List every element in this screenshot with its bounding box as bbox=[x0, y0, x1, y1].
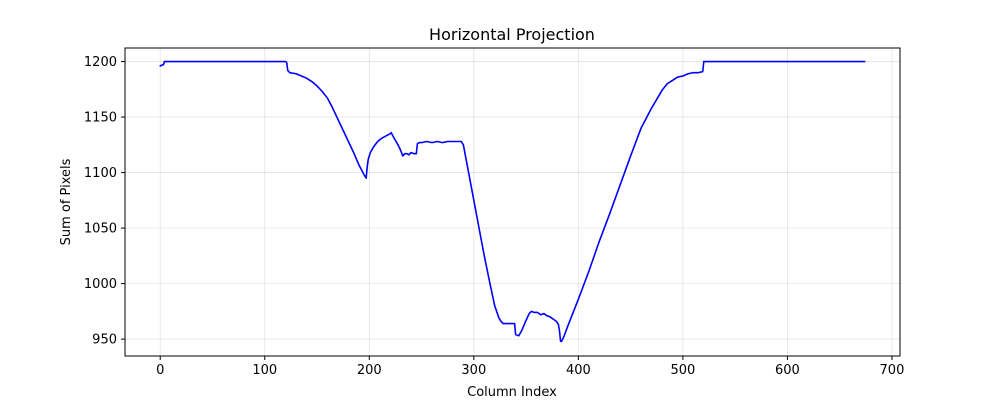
y-axis-label: Sum of Pixels bbox=[59, 158, 74, 245]
series-line-0 bbox=[159, 60, 866, 343]
x-tick-label: 300 bbox=[461, 363, 486, 378]
x-axis-label: Column Index bbox=[467, 385, 557, 400]
x-tick-label: 400 bbox=[566, 363, 591, 378]
x-tick-label: 500 bbox=[670, 363, 695, 378]
x-tick-label: 200 bbox=[357, 363, 382, 378]
x-tick-label: 700 bbox=[880, 363, 905, 378]
grid-layer bbox=[125, 48, 900, 356]
y-tick-label: 950 bbox=[92, 333, 117, 348]
x-tick-label: 600 bbox=[775, 363, 800, 378]
y-tick-label: 1200 bbox=[84, 55, 117, 70]
y-tick-label: 1000 bbox=[84, 277, 117, 292]
tick-layer: 0 100 200 300 400 500 600 700 950 1000 1050 1100 115… bbox=[84, 55, 904, 378]
plot-frame bbox=[124, 47, 901, 357]
chart-title: Horizontal Projection bbox=[429, 25, 595, 44]
y-tick-label: 1050 bbox=[84, 222, 117, 237]
x-tick-label: 100 bbox=[252, 363, 277, 378]
x-tick-label: 0 bbox=[156, 363, 164, 378]
y-tick-label: 1150 bbox=[84, 111, 117, 126]
series-layer bbox=[159, 60, 866, 343]
y-tick-label: 1100 bbox=[84, 166, 117, 181]
